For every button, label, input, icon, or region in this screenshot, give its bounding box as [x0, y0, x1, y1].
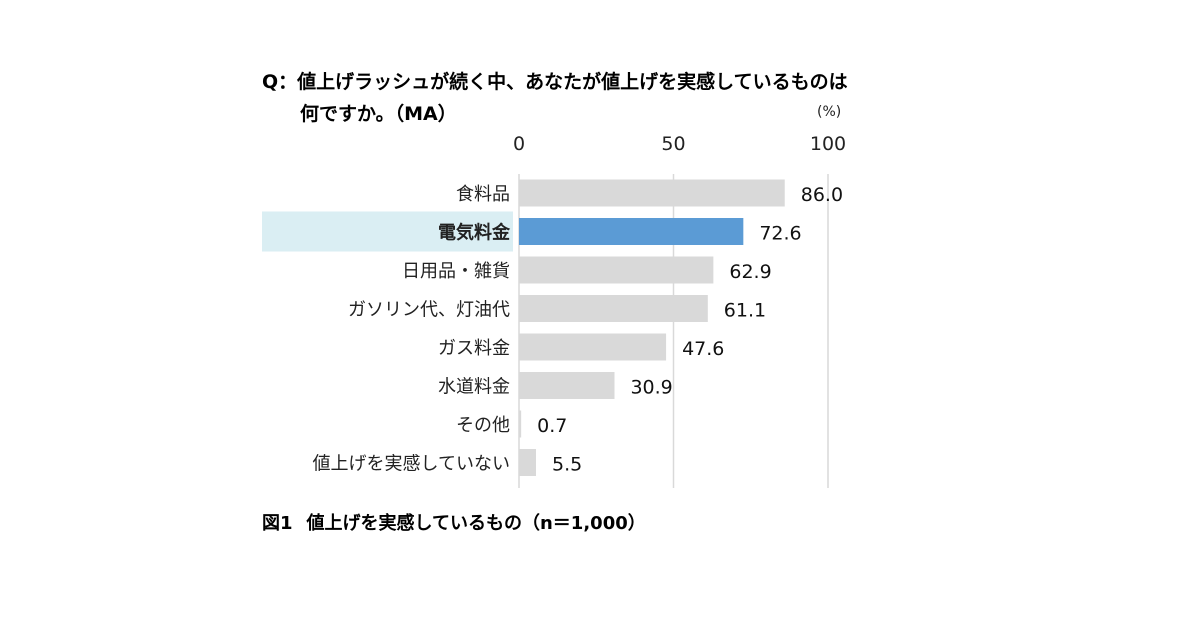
x-tick-label: 100: [810, 133, 846, 155]
x-tick-label: 50: [661, 133, 685, 155]
figure-caption-text: 値上げを実感しているもの（n＝1,000）: [306, 513, 646, 534]
value-label: 62.9: [729, 261, 771, 283]
unit-label: (%): [817, 104, 842, 120]
value-label: 5.5: [552, 454, 582, 476]
category-label: ガス料金: [438, 338, 510, 359]
value-label: 0.7: [537, 415, 567, 437]
value-label: 86.0: [801, 184, 843, 206]
category-label: 日用品・雑貨: [402, 261, 510, 282]
bar: [519, 372, 615, 399]
bar: [519, 449, 536, 476]
x-tick-label: 0: [513, 133, 525, 155]
value-label: 30.9: [630, 377, 672, 399]
category-label: 電気料金: [438, 222, 511, 244]
question-line-2: 何ですか。（MA）: [300, 103, 457, 125]
value-label: 72.6: [759, 223, 801, 245]
category-label: 水道料金: [438, 377, 510, 398]
figure-number: 図1: [262, 513, 293, 534]
value-label: 47.6: [682, 338, 724, 360]
bar: [519, 295, 708, 322]
bar: [519, 410, 522, 438]
bar: [519, 218, 744, 245]
bar: [519, 333, 667, 361]
category-label: その他: [456, 415, 510, 436]
bar: [519, 179, 785, 207]
figure-caption: 図1 値上げを実感しているもの（n＝1,000）: [262, 509, 660, 535]
highlight-band: [262, 211, 513, 252]
question-line-1: Q：値上げラッシュが続く中、あなたが値上げを実感しているものは: [262, 71, 848, 93]
value-label: 61.1: [724, 300, 766, 322]
bar: [519, 256, 714, 284]
category-label: ガソリン代、灯油代: [348, 300, 510, 321]
category-label: 食料品: [456, 184, 510, 205]
category-label: 値上げを実感していない: [313, 454, 510, 475]
